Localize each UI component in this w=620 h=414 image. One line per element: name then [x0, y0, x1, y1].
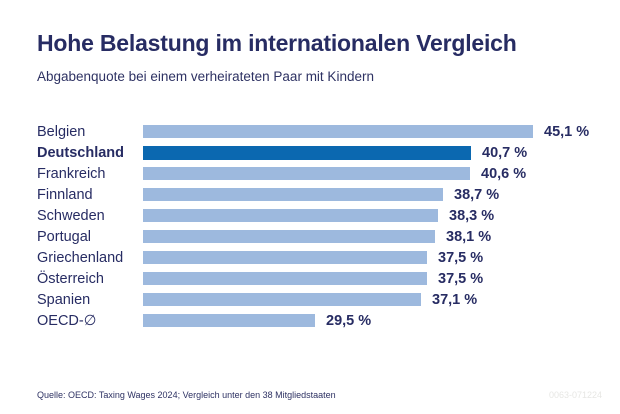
chart-header: Hohe Belastung im internationalen Vergle…	[0, 0, 620, 84]
bar	[143, 314, 315, 328]
bar	[143, 209, 438, 223]
bar-label: Deutschland	[37, 144, 125, 161]
bar-value: 37,1 %	[432, 291, 478, 308]
bar-row: Spanien 37,1 %	[37, 289, 590, 310]
bar-zone: 40,7 %	[143, 145, 590, 161]
bar	[143, 293, 421, 307]
bar-zone: 38,7 %	[143, 187, 590, 203]
chart-footer: Quelle: OECD: Taxing Wages 2024; Verglei…	[37, 390, 602, 400]
bar-label: Finnland	[37, 186, 93, 203]
bar	[143, 230, 435, 244]
bar-label: Österreich	[37, 270, 104, 287]
bar-zone: 38,3 %	[143, 208, 590, 224]
bar-label: OECD-∅	[37, 312, 97, 329]
bar-row: Frankreich 40,6 %	[37, 163, 590, 184]
graphic-id: 0063-071224	[548, 390, 602, 400]
bar-value: 37,5 %	[438, 270, 484, 287]
bar-value: 40,7 %	[482, 144, 528, 161]
bar-label: Belgien	[37, 123, 86, 140]
bar	[143, 125, 533, 139]
bar	[143, 272, 427, 286]
bar-zone: 38,1 %	[143, 229, 590, 245]
bar-row: Schweden 38,3 %	[37, 205, 590, 226]
bar	[143, 167, 470, 181]
bar-value: 38,7 %	[454, 186, 500, 203]
bar-row: Österreich 37,5 %	[37, 268, 590, 289]
bar-rows: Belgien 45,1 % Deutschland 40,7 % Frankr…	[37, 121, 590, 331]
source-note: Quelle: OECD: Taxing Wages 2024; Verglei…	[37, 390, 336, 400]
bar-row: Belgien 45,1 %	[37, 121, 590, 142]
bar	[143, 251, 427, 265]
bar-zone: 40,6 %	[143, 166, 590, 182]
bar-row: Deutschland 40,7 %	[37, 142, 590, 163]
bar-value: 40,6 %	[481, 165, 527, 182]
bar-value: 37,5 %	[438, 249, 484, 266]
bar-value: 38,1 %	[446, 228, 492, 245]
bar-row: Griechenland 37,5 %	[37, 247, 590, 268]
chart-title: Hohe Belastung im internationalen Vergle…	[37, 30, 517, 56]
bar-value: 38,3 %	[449, 207, 495, 224]
bar-zone: 37,5 %	[143, 271, 590, 287]
bar-zone: 29,5 %	[143, 313, 590, 329]
bar-label: Griechenland	[37, 249, 124, 266]
bar-value: 29,5 %	[326, 312, 372, 329]
bar-row: Finnland 38,7 %	[37, 184, 590, 205]
bar-row: Portugal 38,1 %	[37, 226, 590, 247]
bar-label: Portugal	[37, 228, 92, 245]
bar-zone: 37,5 %	[143, 250, 590, 266]
chart-subtitle: Abgabenquote bei einem verheirateten Paa…	[37, 69, 374, 85]
bar-row: OECD-∅ 29,5 %	[37, 310, 590, 331]
bar-value: 45,1 %	[544, 123, 590, 140]
bar-label: Schweden	[37, 207, 105, 224]
bar-zone: 45,1 %	[143, 124, 590, 140]
bar-label: Spanien	[37, 291, 91, 308]
bar	[143, 188, 443, 202]
bar-label: Frankreich	[37, 165, 106, 182]
bar-chart: Belgien 45,1 % Deutschland 40,7 % Frankr…	[37, 121, 590, 331]
bar-zone: 37,1 %	[143, 292, 590, 308]
bar	[143, 145, 471, 160]
